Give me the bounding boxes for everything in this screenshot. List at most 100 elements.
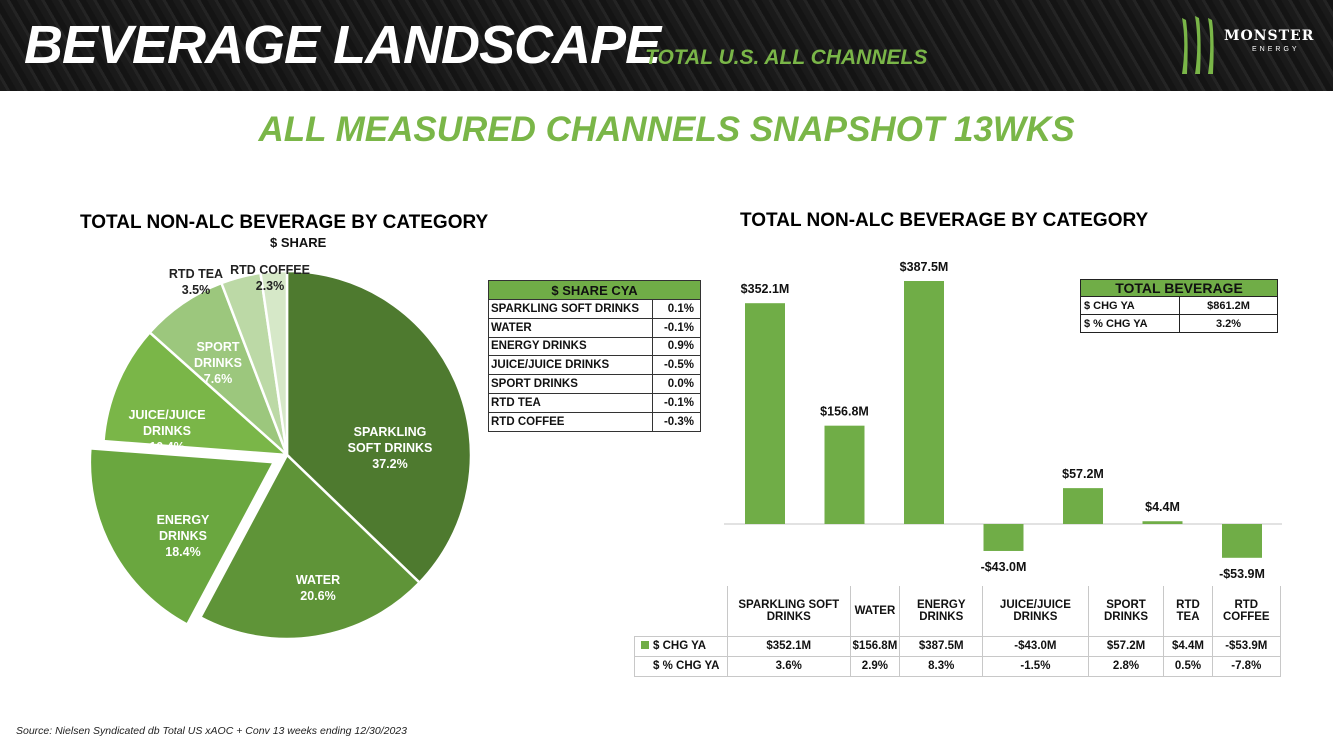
- snapshot-title: ALL MEASURED CHANNELS SNAPSHOT 13WKS: [258, 110, 1075, 149]
- pie-label-line: JUICE/JUICE: [128, 408, 205, 422]
- pie-slice-label: SPORT DRINKS 7.6%: [194, 340, 242, 386]
- data-table-col-header: RTD COFFEE: [1211, 586, 1282, 637]
- bar-data-label: $156.8M: [820, 405, 869, 419]
- pie-slice-label: RTD COFFEE 2.3%: [230, 263, 310, 293]
- data-table-header-row: SPARKLING SOFT DRINKS WATER ENERGY DRINKS J…: [634, 586, 1282, 637]
- legend-key-icon: [641, 641, 649, 649]
- data-table-cell: 2.9%: [849, 655, 901, 677]
- data-table-cell: -7.8%: [1211, 655, 1282, 677]
- pie-label-line: 7.6%: [204, 372, 233, 386]
- bar-data-label: -$43.0M: [981, 560, 1027, 574]
- pie-label-line: 10.4%: [149, 440, 184, 454]
- pie-slice-label: ENERGY DRINKS 18.4%: [157, 513, 210, 559]
- pie-label-line: DRINKS: [159, 529, 207, 543]
- total-table-header: TOTAL BEVERAGE: [1080, 279, 1278, 297]
- pie-label-line: WATER: [296, 573, 340, 587]
- data-table-cell: 3.6%: [727, 655, 851, 677]
- share-cya-table: $ SHARE CYA SPARKLING SOFT DRINKS 0.1% WAT…: [488, 280, 701, 432]
- pie-label-line: SOFT DRINKS: [348, 441, 433, 455]
- total-row-label: $ CHG YA: [1080, 296, 1180, 315]
- share-row-value: -0.5%: [652, 355, 701, 376]
- pie-slice: [259, 269, 289, 456]
- bar-data-label: $352.1M: [741, 282, 790, 296]
- pie-label-line: SPARKLING: [354, 425, 427, 439]
- bar: [983, 524, 1024, 551]
- share-table-header-row: $ SHARE CYA: [488, 280, 701, 300]
- category-data-table: SPARKLING SOFT DRINKS WATER ENERGY DRINKS J…: [634, 586, 1282, 677]
- share-row-value: 0.1%: [652, 299, 701, 319]
- pie-chart: SPARKLING SOFT DRINKS 37.2% WATER 20.6% ENERG…: [88, 263, 473, 641]
- pie-slice-label: JUICE/JUICE DRINKS 10.4%: [128, 408, 205, 454]
- share-row-label: SPARKLING SOFT DRINKS: [488, 299, 653, 319]
- total-row-value: $861.2M: [1179, 296, 1278, 315]
- bar-chart: $352.1M $156.8M $387.5M -$43.0M $57.2M $4.4M -…: [724, 260, 1282, 581]
- share-table-header: $ SHARE CYA: [488, 280, 701, 300]
- data-table-row-chg: $ CHG YA $352.1M $156.8M $387.5M -$43.0M $57.…: [634, 635, 1282, 657]
- row-label-text: $ CHG YA: [653, 640, 707, 652]
- data-table-col-header: RTD TEA: [1163, 586, 1213, 637]
- share-table-row: ENERGY DRINKS 0.9%: [488, 336, 701, 357]
- data-table-col-header: WATER: [849, 586, 901, 637]
- data-table-col-header: SPARKLING SOFT DRINKS: [727, 586, 851, 637]
- data-table-cell: $57.2M: [1087, 635, 1165, 657]
- data-table-col-header: ENERGY DRINKS: [899, 586, 984, 637]
- share-table-row: WATER -0.1%: [488, 317, 701, 338]
- pie-label-line: DRINKS: [194, 356, 242, 370]
- pie-label-line: 37.2%: [372, 457, 407, 471]
- data-table-row-label: $ % CHG YA: [634, 655, 728, 677]
- share-table-row: SPORT DRINKS 0.0%: [488, 374, 701, 394]
- bar-data-label: $387.5M: [900, 260, 949, 274]
- monster-logo: MONSTER ENERGY: [1176, 14, 1326, 78]
- share-table-row: RTD TEA -0.1%: [488, 392, 701, 413]
- bar-data-label: $4.4M: [1145, 500, 1180, 514]
- page-title: BEVERAGE LANDSCAPE: [24, 15, 661, 75]
- brand-name: MONSTER: [1224, 28, 1315, 44]
- pie-chart-title: TOTAL NON-ALC BEVERAGE BY CATEGORY: [80, 212, 489, 233]
- bar: [1222, 524, 1262, 558]
- pie-slice: [198, 452, 422, 641]
- share-row-label: WATER: [488, 317, 653, 338]
- share-row-value: 0.9%: [652, 336, 701, 357]
- pie-label-line: 3.5%: [182, 283, 211, 297]
- bar: [1063, 488, 1103, 524]
- total-table-header-row: TOTAL BEVERAGE: [1080, 279, 1278, 297]
- pie-chart-subtitle: $ SHARE: [270, 235, 327, 250]
- header-banner: BEVERAGE LANDSCAPE TOTAL U.S. ALL CHANNE…: [0, 0, 1333, 91]
- total-row-value: 3.2%: [1179, 314, 1278, 333]
- bar: [745, 303, 785, 524]
- share-row-label: RTD TEA: [488, 392, 653, 413]
- share-row-value: 0.0%: [652, 374, 701, 394]
- data-table-row-label: $ CHG YA: [634, 635, 728, 657]
- share-row-label: RTD COFFEE: [488, 411, 653, 432]
- pie-slice: [285, 269, 473, 585]
- pie-label-line: 2.3%: [256, 279, 285, 293]
- share-row-label: ENERGY DRINKS: [488, 336, 653, 357]
- pie-slice: [102, 330, 291, 457]
- share-row-label: JUICE/JUICE DRINKS: [488, 355, 653, 376]
- bar-data-label: $57.2M: [1062, 467, 1104, 481]
- share-table-row: RTD COFFEE -0.3%: [488, 411, 701, 432]
- data-table-row-pct: $ % CHG YA 3.6% 2.9% 8.3% -1.5% 2.8% 0.5% -7.8%: [634, 655, 1282, 677]
- source-footnote: Source: Nielsen Syndicated db Total US x…: [16, 725, 407, 737]
- data-table-col-header: SPORT DRINKS: [1087, 586, 1165, 637]
- data-table-cell: 0.5%: [1163, 655, 1213, 677]
- share-row-value: -0.1%: [652, 317, 701, 338]
- data-table-cell: 8.3%: [899, 655, 984, 677]
- row-label-text: $ % CHG YA: [653, 660, 720, 672]
- data-table-corner: [634, 586, 728, 636]
- bar: [824, 425, 865, 524]
- bar-chart-title: TOTAL NON-ALC BEVERAGE BY CATEGORY: [740, 210, 1149, 231]
- page-subtitle: TOTAL U.S. ALL CHANNELS: [645, 46, 928, 69]
- total-beverage-table: TOTAL BEVERAGE $ CHG YA $861.2M $ % CHG YA…: [1080, 279, 1278, 333]
- data-table-cell: -$53.9M: [1211, 635, 1282, 657]
- pie-slice-label: RTD TEA 3.5%: [169, 267, 223, 297]
- bar-data-label: -$53.9M: [1219, 567, 1265, 581]
- share-row-value: -0.3%: [652, 411, 701, 432]
- pie-label-line: ENERGY: [157, 513, 210, 527]
- total-table-header-text: TOTAL BEVERAGE: [1115, 280, 1243, 296]
- share-row-label: SPORT DRINKS: [488, 374, 653, 394]
- data-table-cell: $156.8M: [849, 635, 901, 657]
- pie-slice-label: SPARKLING SOFT DRINKS 37.2%: [348, 425, 433, 471]
- total-row-label: $ % CHG YA: [1080, 314, 1180, 333]
- claw-icon: [1182, 16, 1214, 74]
